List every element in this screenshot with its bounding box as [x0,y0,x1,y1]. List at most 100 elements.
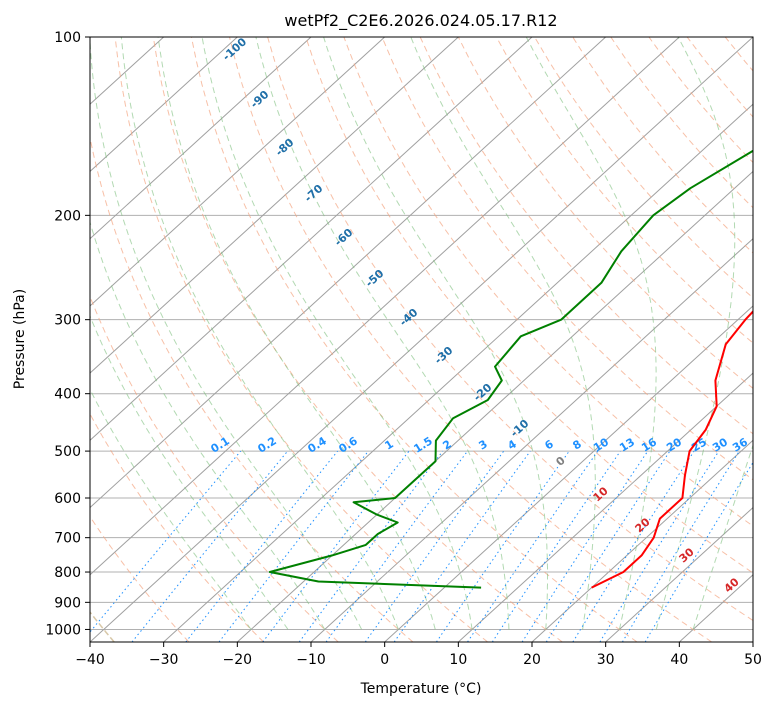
moist-adiabat-line [201,37,473,630]
isotherm-label: -20 [471,381,495,404]
mixing-ratio-line [185,450,338,642]
mixing-ratio-line [467,450,599,642]
dry-adiabat-line [90,412,264,642]
plot-frame [89,36,754,643]
isotherm-label: -40 [397,306,421,329]
moist-adiabat-line [410,37,596,630]
x-tick-label: −20 [223,652,253,668]
y-tick-label: 700 [54,531,81,547]
moist-adiabat-line [655,37,736,630]
y-tick-label: 500 [54,444,81,460]
isotherm-line [531,439,753,642]
mixing-ratio-line [393,450,531,642]
mixing-ratio-label: 16 [639,435,659,454]
dry-adiabat-line [572,37,753,254]
x-tick-label: −40 [75,652,105,668]
isotherm-line [90,37,753,642]
isotherm-label: 40 [722,575,742,595]
dry-adiabat-line [381,37,753,481]
mixing-ratio-line [435,450,570,642]
dry-adiabat-line [343,37,753,527]
dry-adiabat-line [305,37,753,574]
dry-adiabat-line [495,37,753,344]
x-tick-label: 20 [523,652,541,668]
isotherm-label: 20 [633,515,653,535]
moist-adiabat-line [90,37,363,630]
isotherm-line [90,37,459,374]
mixing-ratio-label: 3 [476,437,489,452]
dry-adiabat-line [648,37,753,164]
x-tick-label: 10 [449,652,467,668]
mixing-ratio-line [599,450,720,642]
series-layer [268,149,753,589]
mixing-ratio-label: 30 [710,435,730,454]
mixing-ratio-label: 0.6 [336,434,360,456]
mixing-ratio-label: 4 [505,437,519,452]
mixing-ratio-label: 36 [730,435,750,454]
x-tick-label: 30 [597,652,615,668]
chart-title: wetPf2_C2E6.2026.024.05.17.R12 [284,11,557,31]
moist-adiabat-line [90,388,252,630]
isotherm-label: -60 [332,226,356,249]
isotherm-label: -50 [363,267,387,290]
dry-adiabat-line [763,37,775,642]
mixing-ratio-label: 6 [542,437,556,452]
isotherm-line [457,372,753,642]
y-tick-label: 1000 [45,622,81,638]
mixing-ratio-line [364,450,505,642]
mixing-ratio-label: 13 [617,435,637,454]
dry-adiabat-line [90,515,190,642]
isotherm-line [310,237,753,642]
y-tick-label: 300 [54,313,81,329]
isotherm-line [163,103,753,642]
moist-adiabat-line [255,37,510,630]
background-lines [90,37,775,642]
isotherm-line [605,506,753,642]
x-axis-label: Temperature (°C) [360,681,482,697]
x-tick-label: −10 [296,652,326,668]
y-tick-label: 200 [54,208,81,224]
x-tick-label: −30 [149,652,179,668]
isotherm-line [90,37,238,173]
dry-adiabat-line [534,37,753,299]
isotherm-line [90,37,533,442]
moist-adiabat-line [157,37,436,630]
dry-adiabat-line [686,37,753,118]
mixing-ratio-label: 0.1 [208,434,231,455]
isotherm-label: -70 [302,182,326,205]
dry-adiabat-line [152,37,563,642]
dewpoint-profile-line [268,149,753,589]
mixing-ratio-line [90,450,242,633]
isotherm-line [752,641,753,642]
isotherm-label: 30 [677,545,697,565]
mixing-ratio-label: 0.2 [255,434,278,455]
moist-adiabat-line [692,443,753,630]
x-tick-label: 40 [670,652,688,668]
x-tick-label: 0 [380,652,389,668]
x-axis-ticks: −40 −30 −20 −10 0 10 20 30 40 50 [75,642,762,668]
mixing-ratio-line [491,450,621,642]
isotherm-label: -80 [273,136,297,159]
dry-adiabat-line [90,295,339,642]
mixing-ratio-label: 2 [440,437,453,452]
mixing-ratio-label: 1 [382,437,395,452]
mixing-ratio-line [521,450,649,642]
y-axis-ticks: 100 200 300 400 500 600 700 800 900 1000 [45,30,90,638]
y-tick-label: 100 [54,30,81,46]
mixing-ratio-label: 0.4 [305,434,329,456]
dry-adiabat-line [229,37,712,642]
isotherm-line [90,37,607,509]
isotherm-line [236,170,753,642]
temperature-profile-line [591,310,753,589]
moist-adiabat-line [120,37,399,630]
mixing-ratio-line [572,450,695,642]
x-tick-label: 50 [744,652,762,668]
mixing-ratio-line [262,450,410,642]
isotherm-line [384,305,753,642]
dry-adiabat-line [419,37,753,435]
y-axis-label: Pressure (hPa) [12,289,28,389]
dry-adiabat-line [190,37,638,642]
y-tick-label: 400 [54,387,81,403]
moist-adiabat-line [90,314,289,630]
